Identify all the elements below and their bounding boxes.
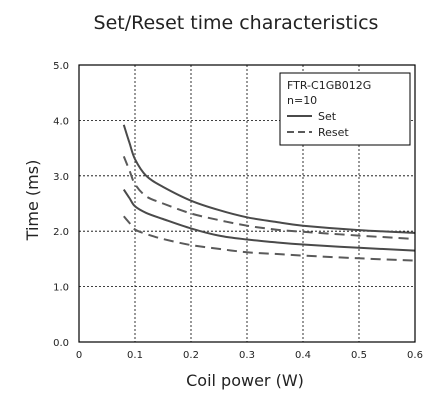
x-tick-label: 0.6 [407,350,423,361]
x-axis-label: Coil power (W) [186,371,304,390]
x-tick-label: 0.4 [295,350,311,361]
y-axis-label: Time (ms) [23,160,42,242]
legend: FTR-C1GB012G n=10 Set Reset [279,72,411,146]
plot-frame [78,64,416,343]
y-tick-label: 5.0 [53,61,69,72]
x-tick-label: 0.1 [127,350,143,361]
y-tick-label: 0.0 [53,338,69,349]
legend-header-model: FTR-C1GB012G [287,79,371,92]
y-tick-label: 4.0 [53,116,69,127]
chart-title: Set/Reset time characteristics [94,12,379,34]
x-tick-label: 0.3 [239,350,255,361]
y-tick-labels: 0.0 1.0 2.0 3.0 4.0 5.0 [53,61,69,349]
series-line-set-lower [122,189,416,252]
y-tick-label: 2.0 [53,227,69,238]
y-tick-label: 1.0 [53,283,69,294]
series-line-set-upper [122,124,416,234]
x-tick-labels: 0 0.1 0.2 0.3 0.4 0.5 0.6 [76,350,423,361]
y-tick-label: 3.0 [53,172,69,183]
legend-header-count: n=10 [287,94,317,107]
series-line-reset-lower [123,215,416,262]
series-line-reset-upper [122,156,416,240]
legend-label-reset: Reset [318,126,349,139]
series-group [122,124,416,262]
legend-label-set: Set [318,110,337,123]
x-tick-label: 0.2 [183,350,199,361]
x-tick-label: 0.5 [351,350,367,361]
x-tick-label: 0 [76,350,82,361]
